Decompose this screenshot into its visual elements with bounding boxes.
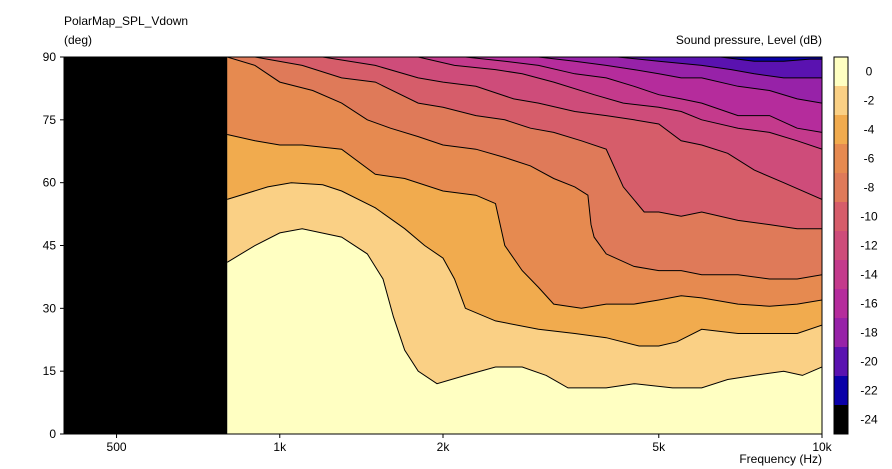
colorbar-label-item: 0 bbox=[866, 65, 873, 79]
y-tick-label: 30 bbox=[43, 301, 57, 315]
contour-line-m20 bbox=[617, 57, 822, 79]
y-tick-label: 90 bbox=[43, 50, 57, 64]
colorbar-label-item: -18 bbox=[860, 326, 878, 340]
contour-line-m18 bbox=[538, 57, 822, 104]
colorbar-swatch bbox=[834, 86, 848, 116]
colorbar-swatch bbox=[834, 57, 848, 87]
colorbar-swatch bbox=[834, 202, 848, 232]
colorbar-swatch bbox=[834, 289, 848, 319]
colorbar-swatch bbox=[834, 115, 848, 145]
x-tick-label: 10k bbox=[812, 440, 832, 454]
colorbar-label-item: -22 bbox=[860, 384, 878, 398]
contour-line-m6 bbox=[227, 134, 822, 309]
contour-line-m14 bbox=[418, 57, 822, 150]
colorbar-swatch bbox=[834, 173, 848, 203]
contour-line-m16 bbox=[465, 57, 822, 133]
level-region-m20 bbox=[617, 57, 822, 78]
colorbar-label-item: -14 bbox=[860, 268, 878, 282]
colorbar-label-item: -2 bbox=[864, 94, 875, 108]
y-tick-label: 15 bbox=[43, 364, 57, 378]
x-tick-label: 2k bbox=[437, 440, 451, 454]
colorbar-label-item: -10 bbox=[860, 210, 878, 224]
colorbar: 0 -2 -4 -6 -8 -10 -12 -14 -16 -18 -20 -22 -24 bbox=[833, 56, 878, 435]
x-axis-ticks: 500 1k 2k 5k 10k bbox=[107, 434, 833, 454]
contour-line-m22 bbox=[681, 57, 822, 62]
colorbar-frame bbox=[833, 56, 849, 435]
no-data-region bbox=[64, 57, 228, 434]
contour-line-m12 bbox=[322, 57, 822, 200]
colorbar-swatch bbox=[834, 376, 848, 406]
y-tick-label: 60 bbox=[43, 176, 57, 190]
colorbar-swatch bbox=[834, 405, 848, 435]
y-tick-label: 75 bbox=[43, 113, 57, 127]
contour-line-m2 bbox=[226, 228, 822, 389]
contour-line-m4 bbox=[227, 182, 822, 347]
y-axis-ticks: 0 15 30 45 60 75 90 bbox=[43, 50, 64, 441]
x-tick-label: 1k bbox=[273, 440, 287, 454]
colorbar-label: Sound pressure, Level (dB) bbox=[676, 33, 822, 47]
colorbar-label-item: -12 bbox=[860, 239, 878, 253]
x-tick-label: 500 bbox=[107, 440, 127, 454]
plot-area bbox=[64, 57, 822, 434]
chart-title: PolarMap_SPL_Vdown bbox=[64, 14, 188, 28]
colorbar-label-item: -24 bbox=[860, 413, 878, 427]
contour-line-m8 bbox=[227, 57, 822, 280]
colorbar-label-item: -6 bbox=[864, 152, 875, 166]
y-tick-label: 0 bbox=[49, 427, 56, 441]
colorbar-swatch bbox=[834, 318, 848, 348]
colorbar-swatch bbox=[834, 144, 848, 174]
level-region-m22 bbox=[681, 57, 822, 62]
y-tick-label: 45 bbox=[43, 239, 57, 253]
colorbar-label-item: -4 bbox=[864, 123, 875, 137]
colorbar-swatch bbox=[834, 231, 848, 261]
colorbar-label-item: -16 bbox=[860, 297, 878, 311]
colorbar-swatch bbox=[834, 347, 848, 377]
colorbar-label-item: -20 bbox=[860, 355, 878, 369]
colorbar-label-item: -8 bbox=[864, 181, 875, 195]
x-axis-label: Frequency (Hz) bbox=[739, 452, 822, 466]
y-axis-label: (deg) bbox=[64, 33, 92, 47]
x-tick-label: 5k bbox=[652, 440, 666, 454]
contour-line-m10 bbox=[254, 57, 822, 230]
colorbar-swatch bbox=[834, 260, 848, 290]
